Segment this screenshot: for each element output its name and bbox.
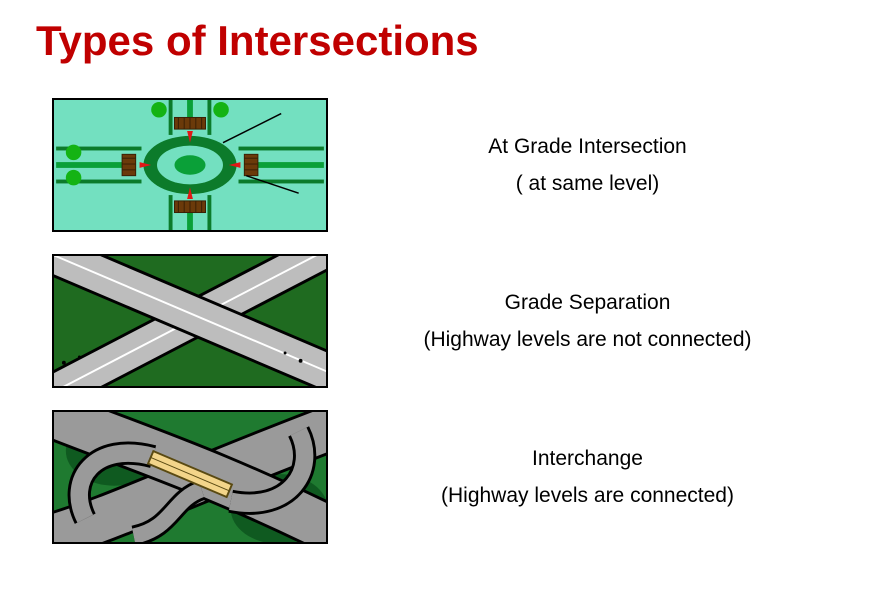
interchange-thumbnail	[52, 410, 328, 544]
item-text: Interchange (Highway levels are connecte…	[328, 447, 847, 507]
item-label-line2: (Highway levels are not connected)	[423, 328, 751, 351]
at-grade-diagram	[54, 100, 326, 230]
item-label-line2: ( at same level)	[516, 172, 660, 195]
list-item: Grade Separation (Highway levels are not…	[52, 254, 847, 388]
slide: Types of Intersections	[0, 0, 883, 597]
at-grade-thumbnail	[52, 98, 328, 232]
list-item: At Grade Intersection ( at same level)	[52, 98, 847, 232]
item-label-line2: (Highway levels are connected)	[441, 484, 734, 507]
item-text: At Grade Intersection ( at same level)	[328, 135, 847, 195]
page-title: Types of Intersections	[36, 18, 847, 64]
item-label-line1: Interchange	[532, 447, 643, 470]
item-text: Grade Separation (Highway levels are not…	[328, 291, 847, 351]
list-item: Interchange (Highway levels are connecte…	[52, 410, 847, 544]
item-label-line1: Grade Separation	[505, 291, 671, 314]
interchange-diagram	[54, 412, 326, 542]
items-list: At Grade Intersection ( at same level)	[52, 98, 847, 544]
grade-separation-thumbnail	[52, 254, 328, 388]
grade-separation-diagram	[54, 256, 326, 386]
item-label-line1: At Grade Intersection	[488, 135, 686, 158]
